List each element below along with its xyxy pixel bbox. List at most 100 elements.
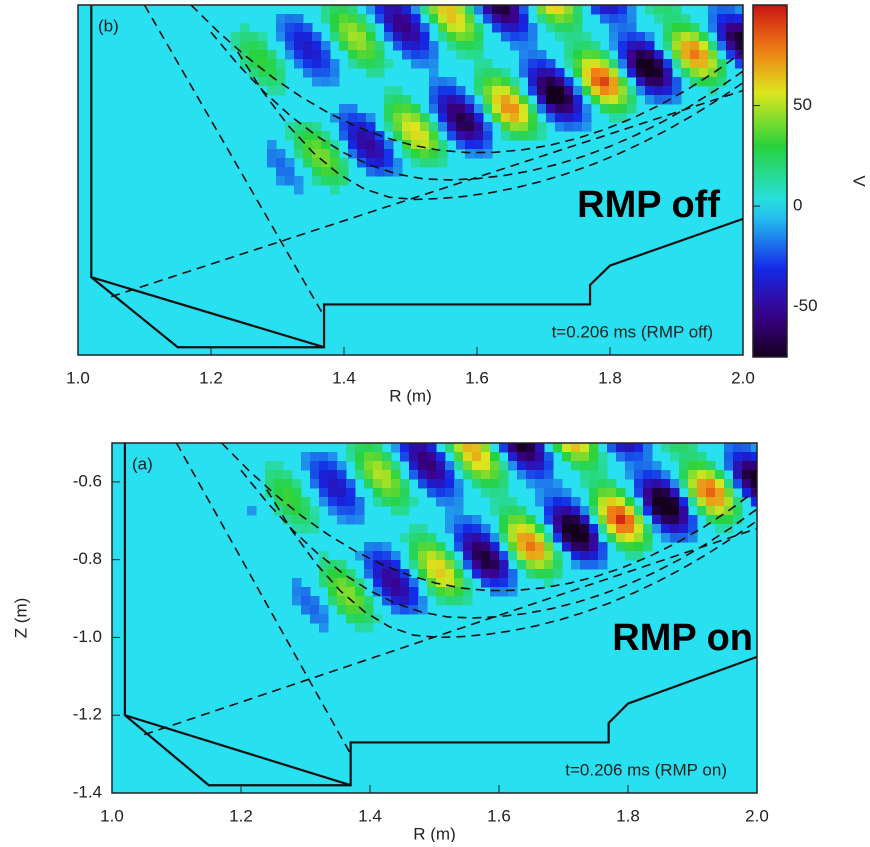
field-cell xyxy=(427,533,437,543)
field-cell xyxy=(321,5,331,15)
field-cell xyxy=(445,470,455,480)
field-cell xyxy=(301,506,311,516)
field-cell xyxy=(355,515,365,525)
field-cell xyxy=(420,5,430,15)
field-cell xyxy=(580,515,590,525)
field-cell xyxy=(654,14,664,24)
field-cell xyxy=(571,524,581,534)
field-cell xyxy=(726,50,736,60)
field-cell xyxy=(393,167,403,177)
field-cell xyxy=(526,479,536,489)
field-cell xyxy=(240,23,250,33)
field-cell xyxy=(463,578,473,588)
field-cell xyxy=(654,68,664,78)
field-cell xyxy=(438,95,448,105)
field-cell xyxy=(627,59,637,69)
field-cell xyxy=(663,32,673,42)
field-cell xyxy=(436,569,446,579)
field-cell xyxy=(625,497,635,507)
field-cell xyxy=(591,59,601,69)
field-cell xyxy=(544,542,554,552)
field-cell xyxy=(564,50,574,60)
field-cell xyxy=(526,533,536,543)
field-cell xyxy=(319,605,329,615)
field-cell xyxy=(463,515,473,525)
field-cell xyxy=(591,5,601,15)
field-cell xyxy=(591,95,601,105)
field-cell xyxy=(447,77,457,87)
field-cell xyxy=(490,488,500,498)
field-cell xyxy=(609,68,619,78)
field-cell xyxy=(355,452,365,462)
field-cell xyxy=(490,569,500,579)
field-cell xyxy=(589,524,599,534)
field-cell xyxy=(598,506,608,516)
field-cell xyxy=(384,23,394,33)
field-cell xyxy=(625,470,635,480)
field-cell xyxy=(465,95,475,105)
field-cell xyxy=(375,5,385,15)
field-cell xyxy=(366,50,376,60)
field-cell xyxy=(742,470,752,480)
field-cell xyxy=(355,497,365,507)
field-cell xyxy=(348,14,358,24)
field-cell xyxy=(510,5,520,15)
field-cell xyxy=(420,140,430,150)
field-cell xyxy=(679,515,689,525)
field-cell xyxy=(445,479,455,489)
field-cell xyxy=(283,470,293,480)
field-cell xyxy=(373,443,383,453)
field-cell xyxy=(438,122,448,132)
field-cell xyxy=(294,23,304,33)
field-cell xyxy=(618,41,628,51)
field-cell xyxy=(661,443,671,453)
field-cell xyxy=(553,488,563,498)
field-cell xyxy=(681,50,691,60)
field-cell xyxy=(652,461,662,471)
field-cell xyxy=(312,50,322,60)
field-cell xyxy=(330,167,340,177)
field-cell xyxy=(492,104,502,114)
field-cell xyxy=(330,140,340,150)
field-cell xyxy=(346,515,356,525)
field-cell xyxy=(346,488,356,498)
field-cell xyxy=(645,77,655,87)
field-cell xyxy=(366,32,376,42)
field-cell xyxy=(562,542,572,552)
field-cell xyxy=(258,32,268,42)
field-cell xyxy=(598,479,608,489)
field-cell xyxy=(571,551,581,561)
field-cell xyxy=(310,605,320,615)
field-cell xyxy=(249,32,259,42)
field-cell xyxy=(402,23,412,33)
field-cell xyxy=(562,524,572,534)
field-cell xyxy=(420,59,430,69)
flux-line xyxy=(143,527,757,736)
field-cell xyxy=(357,149,367,159)
field-cell xyxy=(384,104,394,114)
field-cell xyxy=(267,86,277,96)
field-cell xyxy=(499,461,509,471)
field-cell xyxy=(715,488,725,498)
field-cell xyxy=(501,5,511,15)
field-cell xyxy=(366,122,376,132)
field-cell xyxy=(348,5,358,15)
field-cell xyxy=(501,113,511,123)
field-cell xyxy=(715,515,725,525)
field-cell xyxy=(627,104,637,114)
field-cell xyxy=(589,560,599,570)
field-cell xyxy=(366,140,376,150)
field-cell xyxy=(411,50,421,60)
field-cell xyxy=(364,569,374,579)
field-cell xyxy=(348,140,358,150)
field-cell xyxy=(690,41,700,51)
field-cell xyxy=(519,113,529,123)
field-cell xyxy=(465,113,475,123)
field-cell xyxy=(418,551,428,561)
field-cell xyxy=(681,14,691,24)
field-cell xyxy=(724,443,734,453)
field-cell xyxy=(402,131,412,141)
field-cell xyxy=(616,497,626,507)
field-cell xyxy=(535,524,545,534)
field-cell xyxy=(465,14,475,24)
